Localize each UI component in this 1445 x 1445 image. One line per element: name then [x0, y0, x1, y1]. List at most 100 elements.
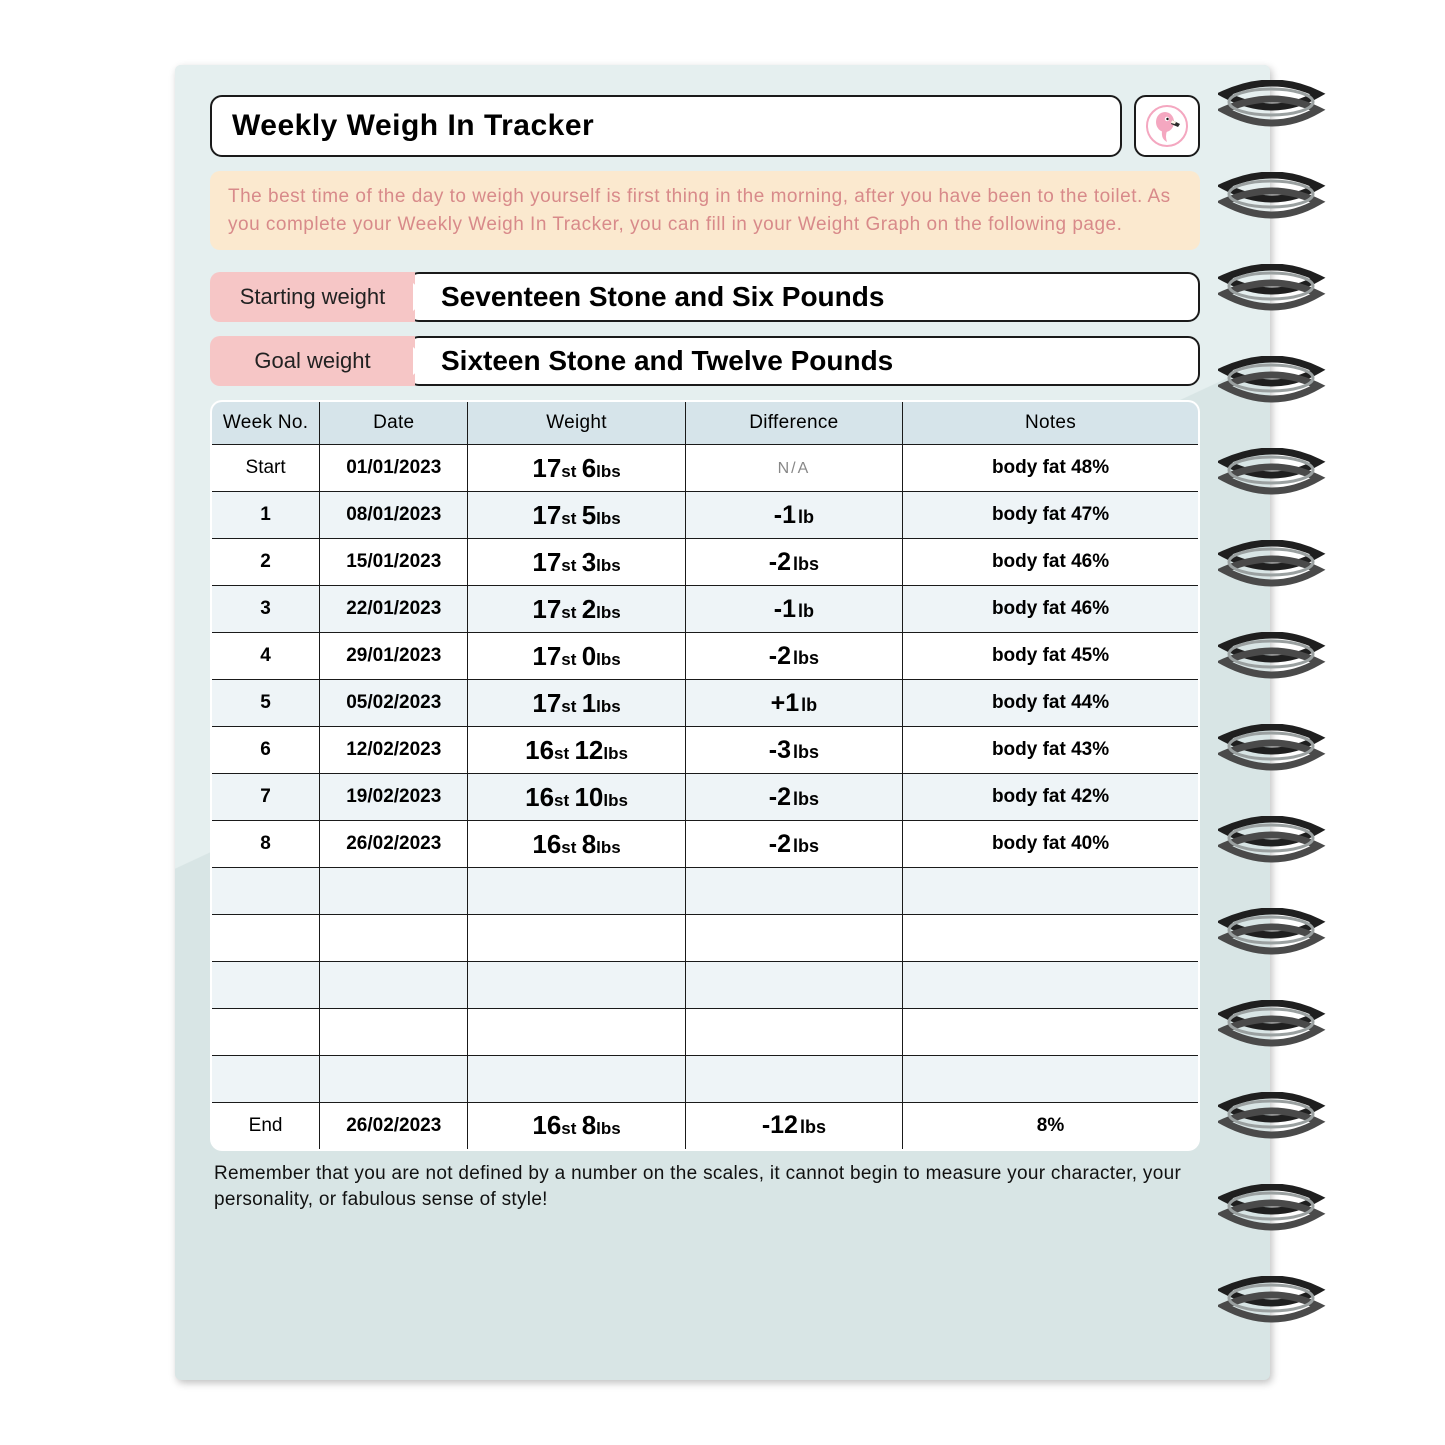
empty-cell — [211, 1009, 320, 1056]
table-row: 215/01/202317st 3lbs-2lbsbody fat 46% — [211, 539, 1199, 586]
difference-cell: +1lb — [685, 680, 902, 727]
week-cell: End — [211, 1103, 320, 1150]
date-cell: 29/01/2023 — [320, 633, 468, 680]
notes-cell: body fat 46% — [903, 586, 1199, 633]
table-row — [211, 868, 1199, 915]
empty-cell — [211, 915, 320, 962]
empty-cell — [320, 962, 468, 1009]
date-cell: 08/01/2023 — [320, 492, 468, 539]
footer-note: Remember that you are not defined by a n… — [210, 1161, 1200, 1214]
empty-cell — [211, 962, 320, 1009]
empty-cell — [685, 962, 902, 1009]
empty-cell — [211, 868, 320, 915]
col-weight: Weight — [468, 401, 685, 445]
difference-cell: -12lbs — [685, 1103, 902, 1150]
date-cell: 22/01/2023 — [320, 586, 468, 633]
spiral-ring — [1218, 80, 1314, 126]
difference-cell: N/A — [685, 445, 902, 492]
week-cell: 4 — [211, 633, 320, 680]
date-cell: 12/02/2023 — [320, 727, 468, 774]
spiral-ring — [1218, 632, 1314, 678]
tracker-table: Week No. Date Weight Difference Notes St… — [210, 400, 1200, 1151]
empty-cell — [320, 915, 468, 962]
date-cell: 01/01/2023 — [320, 445, 468, 492]
notes-cell: body fat 46% — [903, 539, 1199, 586]
notes-cell: body fat 44% — [903, 680, 1199, 727]
table-row: 108/01/202317st 5lbs-1lbbody fat 47% — [211, 492, 1199, 539]
difference-cell: -2lbs — [685, 774, 902, 821]
spiral-ring — [1218, 1184, 1314, 1230]
spiral-ring — [1218, 172, 1314, 218]
difference-cell: -1lb — [685, 586, 902, 633]
page-content: Weekly Weigh In Tracker The best time of… — [210, 95, 1200, 1214]
starting-weight-value: Seventeen Stone and Six Pounds — [407, 272, 1200, 322]
empty-cell — [468, 1009, 685, 1056]
notes-cell: body fat 47% — [903, 492, 1199, 539]
table-row — [211, 1056, 1199, 1103]
spiral-ring — [1218, 1092, 1314, 1138]
empty-cell — [685, 915, 902, 962]
table-header-row: Week No. Date Weight Difference Notes — [211, 401, 1199, 445]
notes-cell: body fat 42% — [903, 774, 1199, 821]
weight-cell: 17st 0lbs — [468, 633, 685, 680]
goal-weight-value: Sixteen Stone and Twelve Pounds — [407, 336, 1200, 386]
spiral-ring — [1218, 1276, 1314, 1322]
difference-cell: -2lbs — [685, 539, 902, 586]
empty-cell — [685, 1056, 902, 1103]
weight-cell: 17st 3lbs — [468, 539, 685, 586]
col-date: Date — [320, 401, 468, 445]
page-title: Weekly Weigh In Tracker — [210, 95, 1122, 157]
empty-cell — [903, 915, 1199, 962]
week-cell: 2 — [211, 539, 320, 586]
spiral-ring — [1218, 724, 1314, 770]
weight-cell: 17st 1lbs — [468, 680, 685, 727]
empty-cell — [320, 868, 468, 915]
notes-cell: body fat 45% — [903, 633, 1199, 680]
difference-cell: -2lbs — [685, 633, 902, 680]
table-row: End26/02/202316st 8lbs-12lbs8% — [211, 1103, 1199, 1150]
empty-cell — [685, 868, 902, 915]
weight-cell: 17st 2lbs — [468, 586, 685, 633]
empty-cell — [211, 1056, 320, 1103]
starting-weight-label: Starting weight — [210, 272, 415, 322]
difference-cell: -2lbs — [685, 821, 902, 868]
table-row: Start01/01/202317st 6lbsN/Abody fat 48% — [211, 445, 1199, 492]
empty-cell — [903, 962, 1199, 1009]
empty-cell — [903, 1009, 1199, 1056]
weight-cell: 16st 8lbs — [468, 1103, 685, 1150]
weight-cell: 17st 6lbs — [468, 445, 685, 492]
notes-cell: body fat 43% — [903, 727, 1199, 774]
notes-cell: 8% — [903, 1103, 1199, 1150]
starting-weight-row: Starting weight Seventeen Stone and Six … — [210, 272, 1200, 322]
spiral-ring — [1218, 448, 1314, 494]
empty-cell — [320, 1056, 468, 1103]
table-row: 826/02/202316st 8lbs-2lbsbody fat 40% — [211, 821, 1199, 868]
date-cell: 26/02/2023 — [320, 821, 468, 868]
empty-cell — [320, 1009, 468, 1056]
empty-cell — [903, 1056, 1199, 1103]
empty-cell — [468, 962, 685, 1009]
col-diff: Difference — [685, 401, 902, 445]
week-cell: Start — [211, 445, 320, 492]
title-row: Weekly Weigh In Tracker — [210, 95, 1200, 157]
date-cell: 26/02/2023 — [320, 1103, 468, 1150]
date-cell: 15/01/2023 — [320, 539, 468, 586]
spiral-ring — [1218, 264, 1314, 310]
weight-cell: 16st 8lbs — [468, 821, 685, 868]
notes-cell: body fat 48% — [903, 445, 1199, 492]
difference-cell: -1lb — [685, 492, 902, 539]
week-cell: 8 — [211, 821, 320, 868]
weight-cell: 16st 12lbs — [468, 727, 685, 774]
spiral-ring — [1218, 540, 1314, 586]
empty-cell — [468, 868, 685, 915]
goal-weight-label: Goal weight — [210, 336, 415, 386]
table-row: 322/01/202317st 2lbs-1lbbody fat 46% — [211, 586, 1199, 633]
table-row — [211, 915, 1199, 962]
weight-cell: 16st 10lbs — [468, 774, 685, 821]
spiral-ring — [1218, 1000, 1314, 1046]
goal-weight-row: Goal weight Sixteen Stone and Twelve Pou… — [210, 336, 1200, 386]
week-cell: 6 — [211, 727, 320, 774]
notes-cell: body fat 40% — [903, 821, 1199, 868]
table-row: 505/02/202317st 1lbs+1lbbody fat 44% — [211, 680, 1199, 727]
table-row: 719/02/202316st 10lbs-2lbsbody fat 42% — [211, 774, 1199, 821]
